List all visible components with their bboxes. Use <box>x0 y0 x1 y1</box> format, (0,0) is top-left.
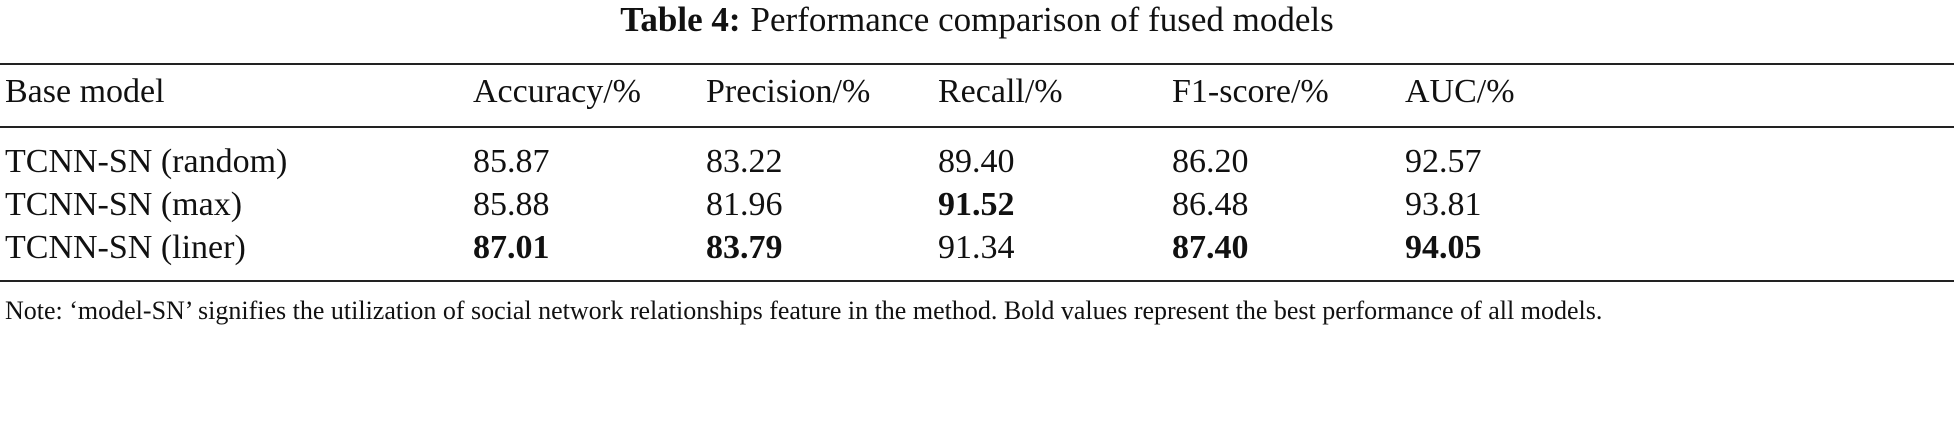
mid-rule <box>0 126 1954 128</box>
header-cell: Accuracy/% <box>473 73 642 110</box>
cell: 86.20 <box>1172 143 1249 180</box>
cell: 93.81 <box>1405 186 1482 223</box>
cell: 85.87 <box>473 143 550 180</box>
cell: 89.40 <box>938 143 1015 180</box>
row-label: TCNN-SN (random) <box>5 143 288 180</box>
header-cell: AUC/% <box>1405 73 1515 110</box>
cell: 86.48 <box>1172 186 1249 223</box>
caption-label: Table 4: <box>620 0 741 39</box>
caption: Table 4: Performance comparison of fused … <box>0 0 1954 40</box>
header-cell: Recall/% <box>938 73 1063 110</box>
cell: 87.01 <box>473 229 550 266</box>
bottom-rule <box>0 280 1954 282</box>
row-label: TCNN-SN (liner) <box>5 229 246 266</box>
header-cell: Base model <box>5 73 165 110</box>
cell: 92.57 <box>1405 143 1482 180</box>
caption-text: Performance comparison of fused models <box>750 0 1334 39</box>
note: Note: ‘model-SN’ signifies the utilizati… <box>5 296 1603 325</box>
cell: 87.40 <box>1172 229 1249 266</box>
cell: 83.22 <box>706 143 783 180</box>
cell: 94.05 <box>1405 229 1482 266</box>
header-cell: F1-score/% <box>1172 73 1329 110</box>
cell: 91.52 <box>938 186 1015 223</box>
cell: 91.34 <box>938 229 1015 266</box>
cell: 83.79 <box>706 229 783 266</box>
header-cell: Precision/% <box>706 73 871 110</box>
top-rule <box>0 63 1954 65</box>
row-label: TCNN-SN (max) <box>5 186 243 223</box>
cell: 81.96 <box>706 186 783 223</box>
cell: 85.88 <box>473 186 550 223</box>
